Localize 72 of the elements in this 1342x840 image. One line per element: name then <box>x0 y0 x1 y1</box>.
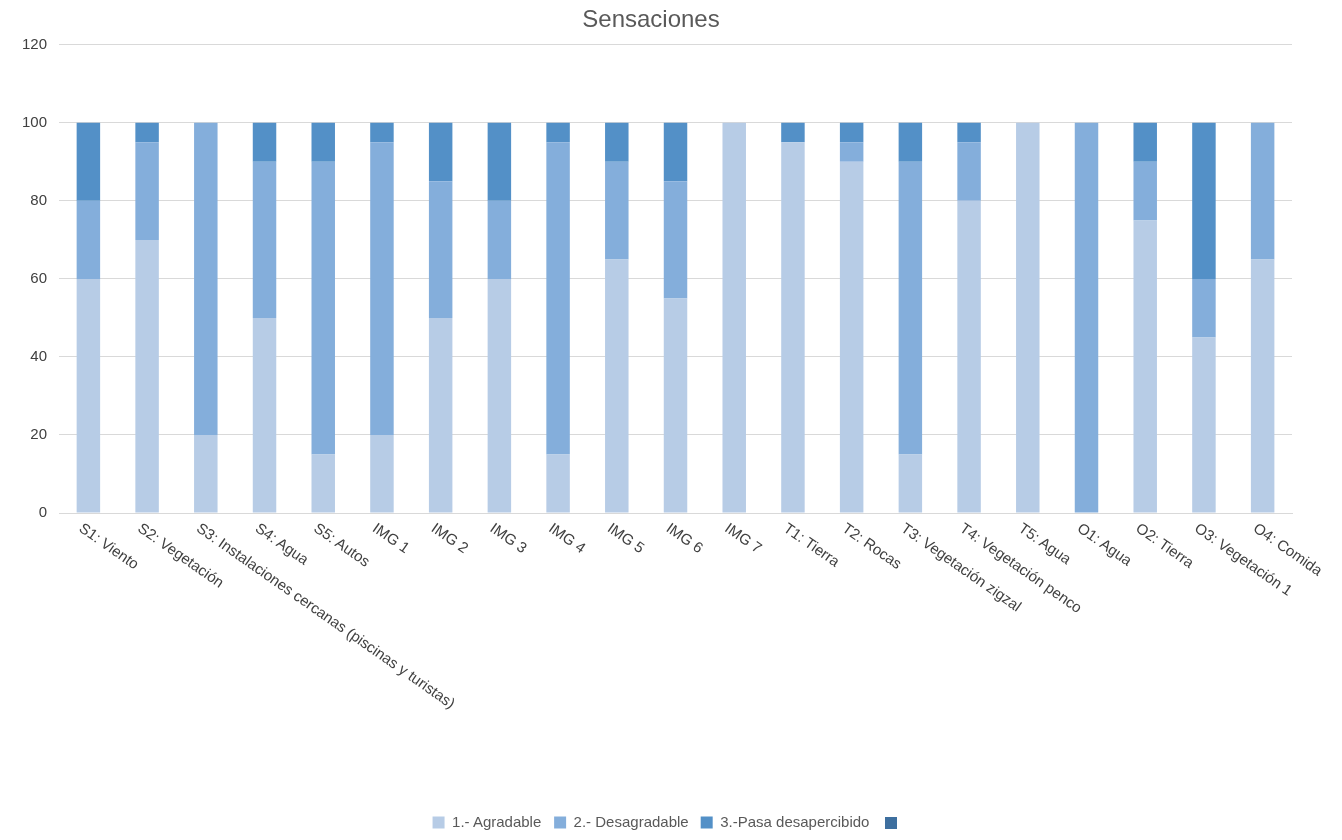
bar <box>839 161 864 513</box>
bar <box>76 200 101 279</box>
bar <box>957 200 981 513</box>
bar <box>546 122 570 143</box>
bar <box>1016 122 1040 513</box>
bar <box>781 142 805 513</box>
bar <box>370 142 394 435</box>
bar <box>135 239 159 513</box>
bar <box>487 122 512 201</box>
bar <box>839 142 864 162</box>
bar <box>605 122 629 162</box>
bar <box>487 278 512 513</box>
bar <box>605 259 629 513</box>
y-tick-label: 120 <box>22 34 48 52</box>
bar <box>1192 337 1216 513</box>
bar <box>370 122 394 143</box>
y-tick-label: 60 <box>30 269 48 287</box>
bar <box>428 181 453 318</box>
bar <box>605 161 629 260</box>
bar <box>1074 122 1099 513</box>
bar <box>252 161 277 318</box>
x-tick-label: IMG 1 <box>369 518 414 557</box>
bar <box>252 122 277 162</box>
bar <box>898 122 923 162</box>
x-tick-label: IMG 5 <box>604 518 648 557</box>
bar <box>311 161 335 455</box>
bar <box>663 298 688 513</box>
y-tick-label: 0 <box>38 503 48 521</box>
bar <box>428 122 453 182</box>
bar <box>370 434 394 513</box>
legend-label: 3.-Pasa desapercibido <box>720 812 870 830</box>
bar <box>311 122 335 162</box>
bar <box>135 122 159 143</box>
bar <box>663 181 688 299</box>
bar <box>898 454 923 513</box>
bar <box>1250 122 1275 260</box>
x-tick-label: IMG 4 <box>545 518 590 557</box>
x-tick-label: IMG 6 <box>663 518 707 557</box>
y-tick-label: 20 <box>30 425 48 443</box>
bar <box>428 317 453 513</box>
y-tick-label: 80 <box>30 191 48 209</box>
bar <box>487 200 512 279</box>
bar <box>1133 220 1157 513</box>
bar <box>194 122 218 435</box>
bar <box>252 317 277 513</box>
bar <box>781 122 805 143</box>
bar <box>663 122 688 182</box>
legend-label: 2.- Desagradable <box>573 812 689 830</box>
bar <box>722 122 746 513</box>
bar <box>1192 122 1216 279</box>
y-tick-label: 40 <box>30 347 48 365</box>
bar <box>1250 259 1275 513</box>
bar <box>1192 278 1216 338</box>
bar <box>135 142 159 240</box>
bar <box>1133 161 1157 221</box>
bar <box>1133 122 1157 162</box>
bar <box>839 122 864 143</box>
bar <box>76 122 101 201</box>
x-tick-label: IMG 3 <box>487 518 531 557</box>
bar <box>546 142 570 455</box>
bar <box>194 434 218 513</box>
legend-label: 1.- Agradable <box>452 812 542 830</box>
bar <box>76 278 101 513</box>
bar <box>546 454 570 513</box>
bar <box>957 142 981 201</box>
x-tick-label: IMG 7 <box>722 518 766 557</box>
chart-title: Sensaciones <box>582 5 720 33</box>
bar <box>898 161 923 455</box>
x-tick-label: IMG 2 <box>428 518 472 557</box>
bar <box>311 454 335 513</box>
bar <box>957 122 981 143</box>
y-tick-label: 100 <box>22 112 48 130</box>
